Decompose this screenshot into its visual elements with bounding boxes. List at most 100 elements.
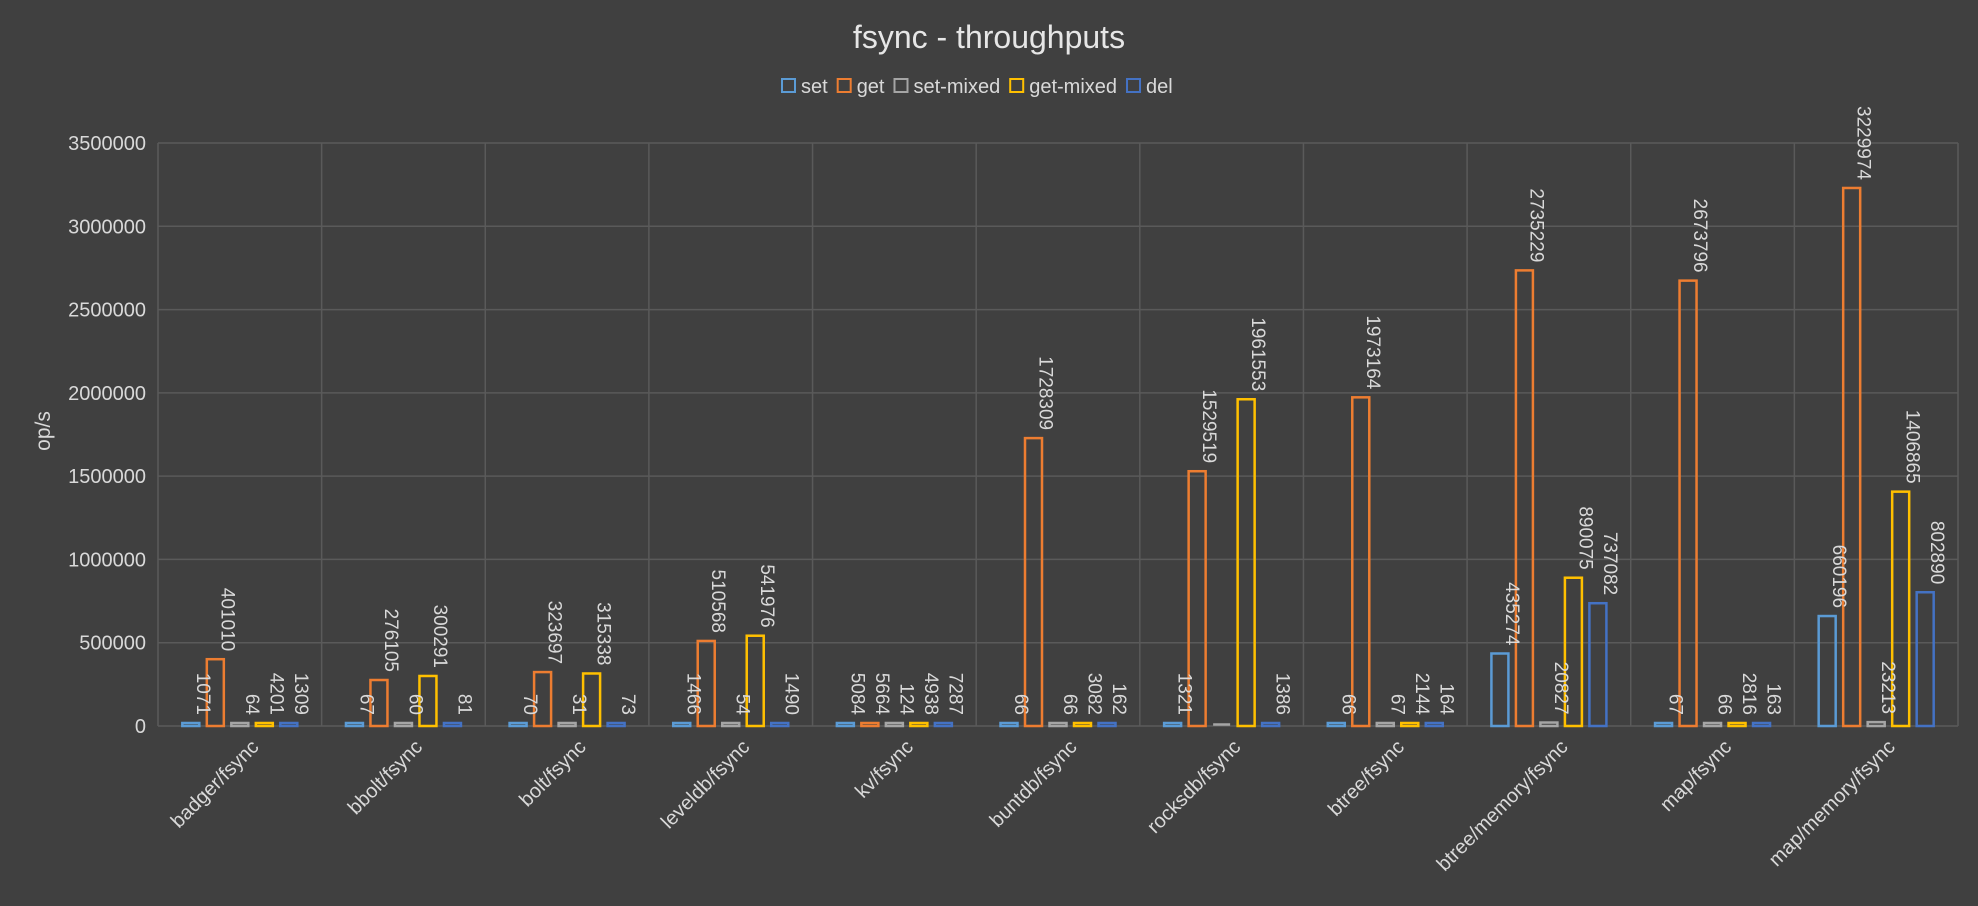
data-label: 300291 [429,605,450,668]
data-labels: 1071 401010 64 4201 1309 67 276105 60 300291 81 70… [192,106,1947,715]
bar-set [1490,652,1510,728]
legend-swatch [893,78,909,93]
data-label: 541976 [756,564,777,627]
legend-item-set-mixed: set-mixed [893,76,1001,98]
bar-get [1841,186,1862,728]
data-label: 802890 [1926,521,1947,584]
y-tick-label: 0 [135,716,146,738]
bar-get [1514,269,1535,728]
y-tick-label: 1500000 [68,466,146,488]
data-label: 3229974 [1853,106,1874,180]
bar-set [1653,721,1674,728]
bar-set-mixed [720,721,741,728]
data-label: 510568 [707,570,728,633]
bar-del [1424,721,1445,728]
bar-del [1751,721,1772,728]
data-label: 60 [404,694,425,715]
data-label: 5664 [871,673,892,716]
bar-get [205,657,226,728]
data-label: 70 [519,694,540,715]
data-label: 323697 [544,601,565,664]
bar-del [1915,591,1935,728]
bar-set-mixed [1048,721,1068,728]
data-label: 1466 [683,673,704,715]
data-label: 31 [568,694,589,715]
bar-get [1187,469,1207,728]
bar-del [606,721,626,728]
data-label: 435274 [1501,582,1522,646]
data-label: 23213 [1877,661,1898,714]
gridlines [157,142,1959,727]
data-label: 66 [1714,694,1735,715]
bar-get [1023,436,1044,728]
data-label: 2816 [1738,673,1759,715]
legend-item-set: set [781,76,828,98]
legend-swatch [836,78,852,93]
bar-set [1162,721,1183,728]
data-label: 163 [1763,683,1784,715]
data-label: 66 [1337,694,1358,715]
bars [181,186,1935,728]
bar-get [696,639,716,728]
bar-get [369,678,389,728]
data-label: 1071 [192,673,213,715]
bar-set-mixed [393,721,414,728]
x-category-label: buntdb/fsync [986,736,1082,832]
data-label: 66 [1059,694,1080,715]
y-tick-label: 3000000 [68,216,146,238]
bar-set-mixed [1539,721,1559,728]
bar-get [860,721,880,728]
data-label: 315338 [593,602,614,665]
legend-item-get: get [836,76,885,98]
bar-set [671,721,692,728]
bar-get-mixed [581,672,602,728]
bar-set-mixed [1702,721,1723,728]
data-label: 73 [617,694,638,715]
bar-get-mixed [1072,721,1093,728]
bar-get-mixed [1563,576,1584,728]
x-category-label: map/memory/fsync [1765,736,1900,871]
bar-get-mixed [745,634,765,728]
data-label: 1321 [1174,673,1195,715]
x-category-label: bbolt/fsync [344,736,427,819]
x-category-label: kv/fsync [851,736,918,803]
bar-set [344,721,365,728]
bar-set [835,721,856,728]
data-label: 2673796 [1689,199,1710,273]
legend-item-get-mixed: get-mixed [1009,76,1117,98]
bar-del [1260,721,1281,728]
data-label: 124 [895,683,916,715]
bar-get [532,670,553,728]
bar-set-mixed [230,721,250,728]
bar-get [1678,279,1698,728]
data-label: 20827 [1550,662,1571,715]
bar-set [999,721,1019,728]
bar-del [933,721,954,728]
data-label: 1961553 [1247,317,1268,391]
chart-title: fsync - throughputs [853,19,1125,55]
y-tick-label: 2500000 [68,300,146,322]
y-tick-label: 2000000 [68,383,146,405]
legend-label: set-mixed [914,76,1001,98]
data-label: 1728309 [1035,356,1056,430]
bar-set [1817,614,1837,728]
x-category-label: rocksdb/fsync [1143,736,1245,838]
legend-label: get [857,76,885,98]
data-label: 67 [1665,694,1686,715]
data-label: 81 [453,694,474,715]
y-tick-label: 500000 [79,633,146,655]
bar-del [442,721,463,728]
data-label: 7287 [944,673,965,715]
data-label: 1386 [1272,673,1293,715]
legend-label: del [1146,76,1173,98]
bar-get-mixed [254,721,275,728]
bar-get-mixed [1236,398,1256,728]
data-label: 54 [732,694,753,716]
x-category-label: map/fsync [1656,736,1736,816]
data-label: 1529519 [1198,389,1219,463]
data-label: 276105 [380,609,401,672]
data-label: 660196 [1828,545,1849,608]
data-label: 5084 [846,673,867,716]
data-label: 890075 [1574,506,1595,569]
